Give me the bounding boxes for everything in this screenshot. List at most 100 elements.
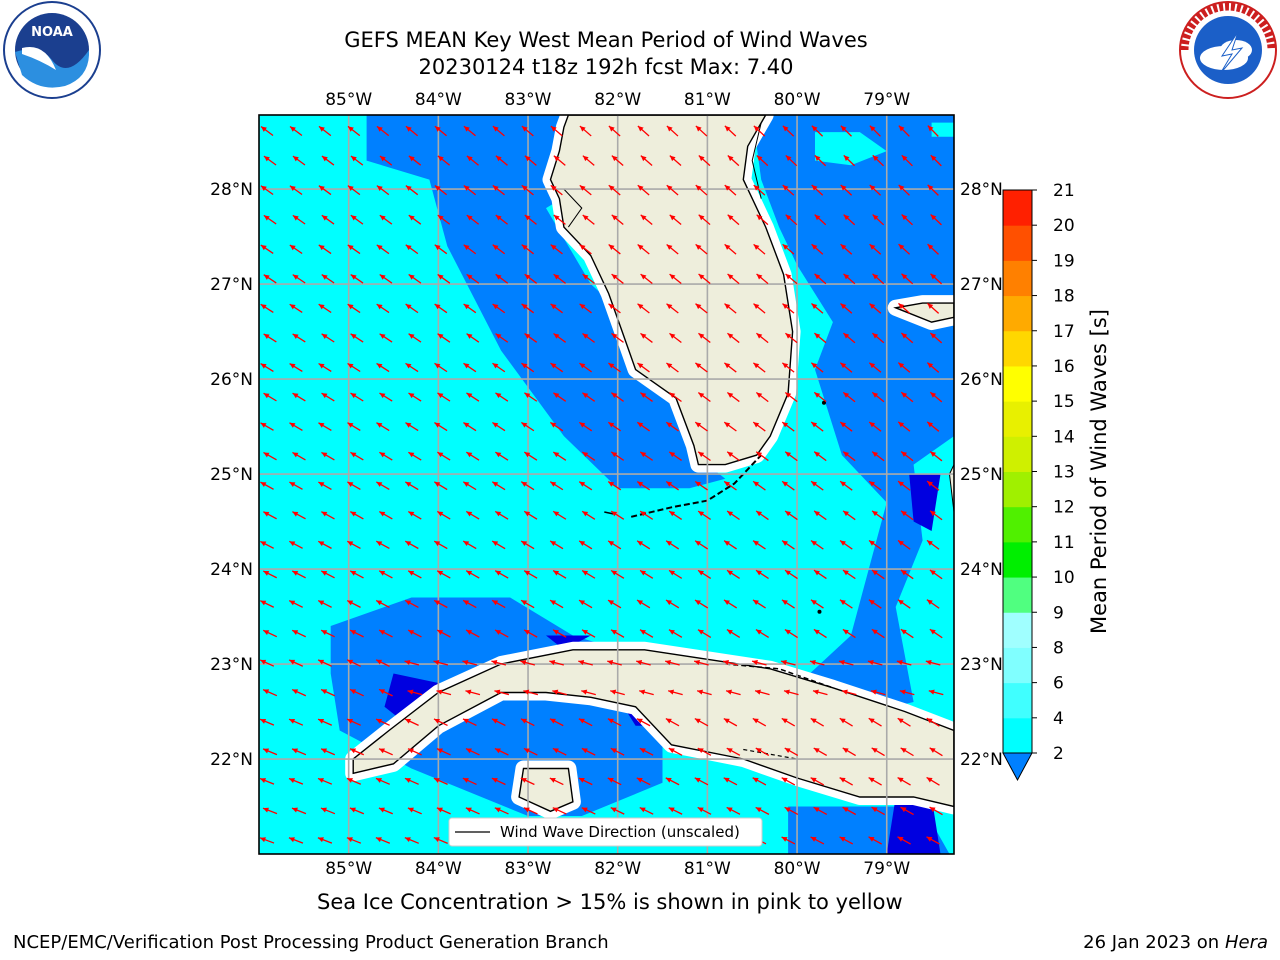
wave-direction-arrow [492,184,505,196]
wave-direction-arrow [754,689,770,696]
wave-direction-arrow [288,837,304,844]
wave-direction-arrow [379,273,393,284]
wave-direction-arrow [289,185,303,196]
wave-direction-arrow [465,629,480,638]
legend-label: Wind Wave Direction (unscaled) [500,823,740,841]
wave-direction-arrow [320,570,335,579]
wave-direction-arrow [405,244,419,255]
wave-direction-arrow [350,155,364,166]
wave-direction-arrow [639,747,654,756]
wave-direction-arrow [407,807,422,815]
wave-direction-arrow [611,155,624,166]
wave-direction-arrow [320,688,336,697]
colorbar-label: Mean Period of Wind Waves [s] [1087,309,1111,634]
wave-direction-arrow [929,628,943,639]
wave-direction-arrow [524,392,538,402]
wave-direction-arrow [317,600,332,608]
lon-tick-label: 81°W [684,90,731,110]
wave-direction-arrow [289,125,303,137]
wave-direction-arrow [637,244,650,255]
wave-direction-arrow [346,718,361,726]
wave-direction-arrow [755,451,769,462]
wave-direction-arrow [463,244,477,255]
wave-direction-arrow [810,777,825,786]
wave-direction-arrow [753,184,766,196]
wave-direction-arrow [640,214,653,225]
wave-direction-arrow [578,660,593,666]
wave-direction-arrow [465,807,480,815]
wave-direction-arrow [839,836,854,845]
wave-direction-arrow [437,333,451,343]
wave-direction-arrow [259,600,275,608]
wave-direction-arrow [318,362,332,373]
wave-direction-arrow [347,185,361,196]
wave-direction-arrow [610,451,625,461]
wave-direction-arrow [666,362,679,373]
wave-direction-arrow [350,333,364,343]
wave-direction-arrow [611,332,624,343]
wave-direction-arrow [462,540,477,550]
wave-direction-arrow [260,244,274,254]
wave-direction-arrow [434,362,448,373]
wave-direction-arrow [756,273,769,285]
wave-direction-arrow [433,481,448,491]
map-frame [258,114,955,855]
wave-direction-arrow [842,510,856,521]
wave-direction-arrow [436,807,451,815]
wave-direction-arrow [665,718,680,727]
wave-direction-arrow [494,451,509,461]
wave-direction-arrow [376,125,390,137]
wave-direction-arrow [897,776,911,786]
wave-direction-arrow [436,748,451,756]
wave-direction-arrow [524,155,537,166]
wave-direction-arrow [521,125,534,137]
wave-direction-arrow [404,660,420,666]
wave-direction-arrow [608,244,621,255]
wave-direction-arrow [433,718,448,727]
wave-direction-arrow [378,688,393,697]
colorbar-bin [1003,612,1032,648]
colorbar-tick-label: 2 [1053,744,1064,764]
colorbar: 2 4 6 8 9 10 11 12 13 14 15 16 17 18 19 20 21 Mean Period… [1002,181,1111,782]
wave-direction-arrow [841,689,857,696]
wave-direction-arrow [610,569,625,579]
wave-direction-arrow [665,599,680,609]
wave-direction-arrow [292,214,306,225]
wave-direction-arrow [723,480,737,491]
wave-direction-arrow [611,273,624,284]
wave-direction-arrow [291,688,307,697]
wave-direction-arrow [321,214,335,225]
wave-direction-arrow [607,481,622,491]
wave-direction-arrow [407,748,422,756]
wave-direction-arrow [318,422,332,431]
wave-direction-arrow [579,125,592,137]
wave-direction-arrow [263,570,277,579]
wave-direction-arrow [929,806,943,816]
wave-direction-arrow [495,392,509,402]
lat-tick-label: 23°N [210,655,253,675]
wave-direction-arrow [901,214,913,226]
wave-direction-arrow [347,303,361,314]
lon-tick-label: 84°W [415,90,462,110]
wave-direction-arrow [723,421,737,432]
wave-direction-arrow [492,303,506,314]
wave-direction-arrow [839,480,853,491]
wave-direction-arrow [868,480,882,491]
wave-direction-arrow [378,807,394,815]
wave-direction-arrow [291,807,307,815]
wave-direction-arrow [434,125,447,137]
wave-direction-arrow [840,302,853,314]
wave-direction-arrow [897,480,911,491]
wave-direction-arrow [784,510,798,521]
wave-direction-arrow [639,451,654,461]
colorbar-tick-label: 21 [1053,181,1075,201]
chart-title: GEFS MEAN Key West Mean Period of Wind W… [344,28,868,52]
wave-direction-arrow [871,451,885,462]
colorbar-tick-label: 15 [1053,392,1075,412]
wave-direction-arrow [926,480,940,491]
wave-direction-arrow [726,510,740,521]
colorbar-tick-label: 16 [1053,357,1075,377]
wave-direction-arrow [810,540,824,550]
wave-direction-arrow [637,362,650,373]
wave-direction-arrow [872,154,884,167]
